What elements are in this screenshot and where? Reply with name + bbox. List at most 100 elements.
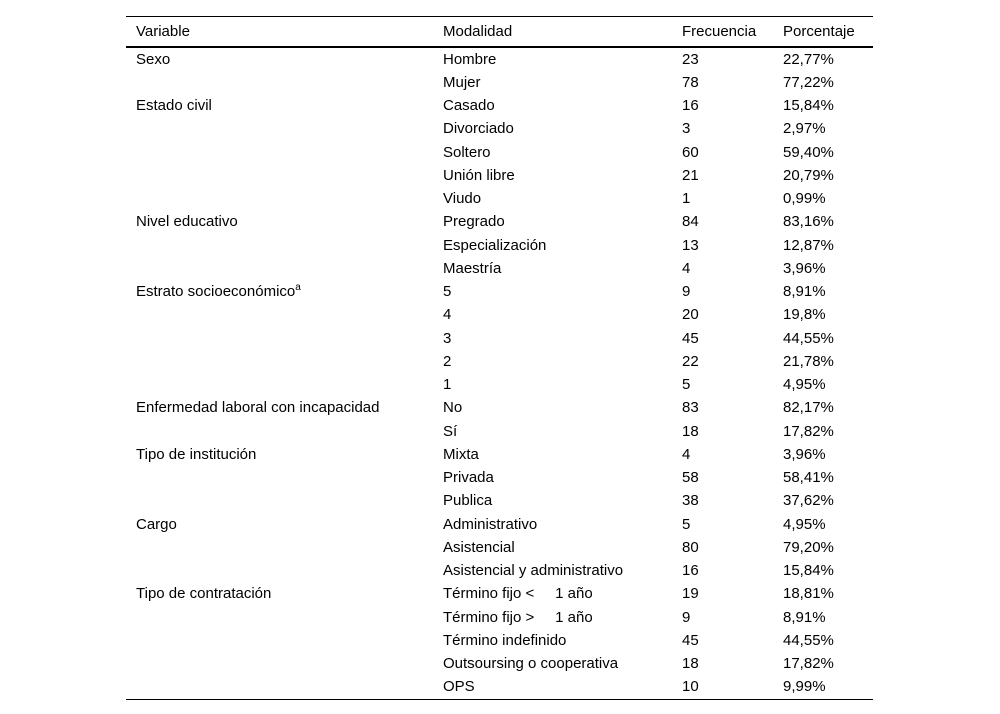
- modalidad-cell: Término indefinido: [443, 631, 567, 649]
- variable-cell: [126, 629, 443, 652]
- frecuencia-cell: 80: [682, 538, 699, 556]
- header-row: Variable Modalidad Frecuencia Porcentaje: [126, 16, 873, 47]
- porcentaje-cell: 79,20%: [783, 538, 834, 556]
- porcentaje-cell: 58,41%: [783, 469, 834, 486]
- footnote-marker: a: [295, 282, 301, 293]
- table-row: 1 5 4,95%: [126, 373, 873, 396]
- porcentaje-cell: 8,91%: [783, 283, 826, 300]
- modalidad-cell: Pregrado: [443, 213, 505, 231]
- table-row: Tipo de institución Mixta 4 3,96%: [126, 443, 873, 466]
- frecuencia-cell: 13: [682, 236, 699, 254]
- table-row: Tipo de contratación Término fijo < 1 año…: [126, 582, 873, 605]
- variable-cell: [126, 141, 443, 164]
- frecuencia-cell: 23: [682, 50, 699, 68]
- table-header: Variable Modalidad Frecuencia Porcentaje: [126, 16, 873, 47]
- variable-cell: Enfermedad laboral con incapacidad: [136, 399, 380, 417]
- frecuencia-cell: 10: [682, 678, 699, 696]
- frecuencia-cell: 9: [682, 283, 691, 300]
- porcentaje-cell: 44,55%: [783, 329, 834, 347]
- modalidad-cell: Asistencial y administrativo: [443, 562, 624, 579]
- variable-cell: [126, 327, 443, 350]
- column-header-porcentaje: Porcentaje: [783, 22, 855, 40]
- frecuencia-cell: 4: [682, 445, 691, 463]
- modalidad-cell: Sí: [443, 422, 458, 440]
- table-row: Término indefinido 45 44,55%: [126, 629, 873, 652]
- variable-cell: Nivel educativo: [136, 213, 238, 231]
- modalidad-cell: 2: [443, 352, 452, 370]
- variable-cell: [126, 187, 443, 210]
- table-row: Maestría 4 3,96%: [126, 257, 873, 280]
- variable-cell: [126, 536, 443, 559]
- porcentaje-cell: 22,77%: [783, 50, 834, 68]
- frecuencia-cell: 58: [682, 469, 699, 486]
- modalidad-cell: Término fijo > 1 año: [443, 608, 593, 626]
- porcentaje-cell: 8,91%: [783, 608, 826, 626]
- frequency-table: Variable Modalidad Frecuencia Porcentaje…: [126, 16, 873, 700]
- porcentaje-cell: 18,81%: [783, 585, 834, 603]
- table-row: Viudo 1 0,99%: [126, 187, 873, 210]
- table-row: Especialización 13 12,87%: [126, 234, 873, 257]
- frecuencia-cell: 19: [682, 585, 699, 603]
- modalidad-cell: 5: [443, 283, 452, 300]
- variable-cell: Tipo de institución: [136, 445, 257, 463]
- porcentaje-cell: 4,95%: [783, 376, 826, 393]
- table-row: 3 45 44,55%: [126, 327, 873, 350]
- variable-cell: [126, 164, 443, 187]
- modalidad-cell: 4: [443, 306, 452, 324]
- frecuencia-cell: 5: [682, 376, 691, 393]
- frecuencia-cell: 16: [682, 562, 699, 579]
- porcentaje-cell: 3,96%: [783, 445, 826, 463]
- modalidad-cell: Unión libre: [443, 166, 515, 184]
- table-row: Asistencial y administrativo 16 15,84%: [126, 559, 873, 582]
- modalidad-cell: Viudo: [443, 190, 482, 207]
- frecuencia-cell: 3: [682, 120, 691, 138]
- modalidad-cell: Soltero: [443, 143, 491, 161]
- porcentaje-cell: 17,82%: [783, 422, 834, 440]
- frecuencia-cell: 16: [682, 97, 699, 114]
- variable-cell: [126, 350, 443, 373]
- frecuencia-cell: 83: [682, 399, 699, 417]
- column-header-frecuencia: Frecuencia: [682, 22, 757, 40]
- variable-cell: [126, 117, 443, 140]
- modalidad-cell: Publica: [443, 492, 493, 510]
- porcentaje-cell: 37,62%: [783, 492, 834, 510]
- porcentaje-cell: 12,87%: [783, 236, 834, 254]
- frecuencia-cell: 20: [682, 306, 699, 324]
- porcentaje-cell: 19,8%: [783, 306, 826, 324]
- porcentaje-cell: 44,55%: [783, 631, 834, 649]
- porcentaje-cell: 3,96%: [783, 259, 826, 277]
- frecuencia-cell: 60: [682, 143, 699, 161]
- frecuencia-cell: 38: [682, 492, 699, 510]
- variable-cell: [126, 234, 443, 257]
- table-body: Sexo Hombre 23 22,77% Mujer 78 77,22% Estado ci…: [126, 47, 873, 699]
- porcentaje-cell: 82,17%: [783, 399, 834, 417]
- modalidad-cell: 3: [443, 329, 452, 347]
- frecuencia-cell: 1: [682, 190, 691, 207]
- frequency-table-container: Variable Modalidad Frecuencia Porcentaje…: [126, 16, 873, 700]
- modalidad-cell: No: [443, 399, 463, 417]
- porcentaje-cell: 20,79%: [783, 166, 834, 184]
- porcentaje-cell: 15,84%: [783, 97, 834, 114]
- variable-cell: [126, 466, 443, 489]
- table-row: Nivel educativo Pregrado 84 83,16%: [126, 210, 873, 233]
- modalidad-cell: Especialización: [443, 236, 547, 254]
- modalidad-cell: Privada: [443, 469, 494, 486]
- variable-cell: [126, 606, 443, 629]
- modalidad-cell: Administrativo: [443, 515, 538, 533]
- porcentaje-cell: 77,22%: [783, 73, 834, 91]
- table-row: Mujer 78 77,22%: [126, 71, 873, 94]
- variable-cell: Sexo: [136, 50, 171, 68]
- variable-cell: [126, 303, 443, 326]
- column-header-modalidad: Modalidad: [443, 22, 513, 40]
- table-row: Sexo Hombre 23 22,77%: [126, 47, 873, 71]
- modalidad-cell: Hombre: [443, 50, 497, 68]
- variable-cell: [126, 559, 443, 582]
- porcentaje-cell: 9,99%: [783, 678, 826, 696]
- modalidad-cell: Mixta: [443, 445, 479, 463]
- table-row: Divorciado 3 2,97%: [126, 117, 873, 140]
- porcentaje-cell: 15,84%: [783, 562, 834, 579]
- frecuencia-cell: 22: [682, 352, 699, 370]
- variable-cell: Estado civil: [136, 97, 212, 114]
- variable-cell: [126, 420, 443, 443]
